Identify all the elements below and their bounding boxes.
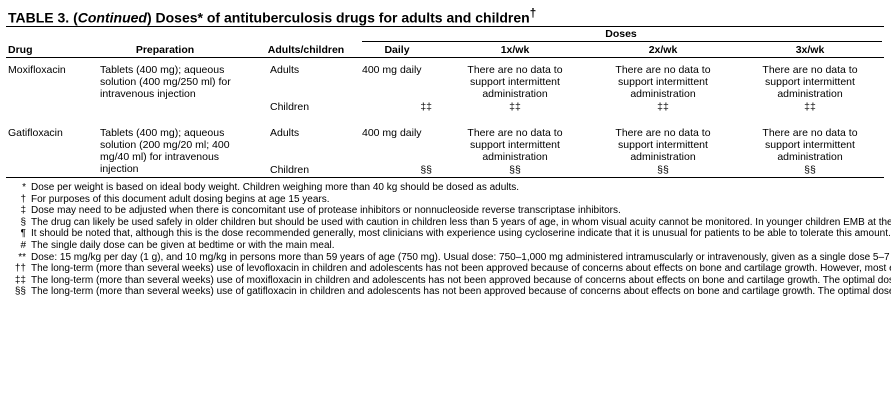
dose-cell: administration bbox=[630, 88, 696, 100]
footnote: ‡ Dose may need to be adjusted when there… bbox=[8, 205, 863, 217]
title-mark: † bbox=[529, 7, 537, 20]
dose-cell: ‡‡ bbox=[804, 101, 816, 113]
footnote-text: Dose: 15 mg/kg per day (1 g), and 10 mg/… bbox=[31, 251, 891, 263]
title-text: ) Doses* of antituberculosis drugs for a… bbox=[146, 9, 530, 26]
dose-cell: administration bbox=[482, 151, 548, 163]
footnote: ¶ It should be noted that, although this … bbox=[8, 228, 891, 240]
footnote: ‡‡ The long-term (more than several weeks… bbox=[8, 274, 891, 287]
footnote: §§ The long-term (more than several weeks… bbox=[8, 286, 891, 298]
dose-cell: §§ bbox=[804, 164, 816, 176]
column-header: Adults/children bbox=[267, 44, 345, 56]
dose-cell: There are no data to bbox=[615, 64, 711, 76]
preparation: injection bbox=[100, 163, 139, 175]
footnote: * Dose per weight is based on ideal body … bbox=[8, 182, 863, 194]
footnote-text: The drug can likely be used safely in ol… bbox=[31, 216, 891, 228]
title: TABLE 3. (Continued) Doses* of antituber… bbox=[8, 6, 536, 26]
preparation: mg/40 ml) for intravenous bbox=[100, 151, 220, 163]
footnote-symbol: * bbox=[22, 182, 26, 193]
rule bbox=[6, 57, 884, 58]
dose-cell: administration bbox=[482, 88, 548, 100]
preparation: intravenous injection bbox=[100, 88, 196, 100]
footnote-symbol: §§ bbox=[14, 286, 26, 298]
title-italic: Continued bbox=[77, 9, 147, 26]
dose-cell: §§ bbox=[657, 164, 669, 176]
rule bbox=[6, 177, 884, 178]
preparation: Tablets (400 mg); aqueous bbox=[100, 127, 225, 139]
footnote-symbol: # bbox=[20, 239, 26, 251]
preparation: solution (200 mg/20 ml; 400 bbox=[100, 139, 230, 151]
group-header: Doses bbox=[605, 28, 637, 40]
column-header: 1x/wk bbox=[500, 44, 530, 56]
footnote-text: The single daily dose can be given at be… bbox=[31, 239, 335, 251]
column-header: Drug bbox=[8, 44, 33, 56]
footnote-text: Dose per weight is based on ideal body w… bbox=[31, 182, 520, 193]
footnote-text: The long-term (more than several weeks) … bbox=[31, 274, 891, 286]
rule bbox=[362, 41, 882, 42]
footnote-symbol: †† bbox=[14, 263, 26, 275]
footnote: ** Dose: 15 mg/kg per day (1 g), and 10 m… bbox=[8, 251, 891, 264]
preparation: Tablets (400 mg); aqueous bbox=[100, 64, 225, 76]
dose-cell: There are no data to bbox=[762, 64, 858, 76]
column-header: 3x/wk bbox=[795, 44, 825, 56]
group-label: Adults bbox=[270, 127, 300, 139]
footnote-text: The long-term (more than several weeks) … bbox=[31, 286, 891, 298]
group-label: Adults bbox=[270, 64, 300, 76]
column-header: 2x/wk bbox=[648, 44, 678, 56]
dose-cell: administration bbox=[777, 151, 843, 163]
drug: Moxifloxacin bbox=[8, 64, 66, 76]
dose-cell: 400 mg daily bbox=[362, 64, 422, 76]
group-label: Children bbox=[270, 164, 310, 176]
dose-cell: support intermittent bbox=[618, 139, 708, 151]
dose-cell: support intermittent bbox=[765, 139, 855, 151]
footnote: † For purposes of this document adult dos… bbox=[8, 194, 863, 206]
dose-cell: ‡‡ bbox=[509, 101, 521, 113]
dose-cell: There are no data to bbox=[762, 127, 858, 139]
dose-cell: There are no data to bbox=[615, 127, 711, 139]
dose-cell: administration bbox=[630, 151, 696, 163]
footnote-symbol: ‡‡ bbox=[14, 274, 26, 286]
footnote-symbol: ** bbox=[18, 251, 26, 263]
footnote-symbol: § bbox=[20, 216, 26, 228]
dose-cell: §§ bbox=[509, 164, 521, 176]
column-header: Daily bbox=[384, 44, 410, 56]
drug: Gatifloxacin bbox=[8, 127, 63, 139]
dose-cell: support intermittent bbox=[765, 76, 855, 88]
dose-cell: support intermittent bbox=[470, 76, 560, 88]
footnotes: * Dose per weight is based on ideal body … bbox=[8, 182, 891, 298]
footnote: †† The long-term (more than several weeks… bbox=[8, 263, 891, 275]
footnote-text: The long-term (more than several weeks) … bbox=[31, 263, 891, 275]
footnote: # The single daily dose can be given at b… bbox=[8, 240, 863, 252]
dose-cell: administration bbox=[777, 88, 843, 100]
dose-cell: §§ bbox=[420, 164, 432, 176]
dose-cell: ‡‡ bbox=[420, 101, 432, 113]
footnote-text: It should be noted that, although this i… bbox=[31, 228, 891, 240]
preparation: solution (400 mg/250 ml) for bbox=[100, 76, 231, 88]
column-header: Preparation bbox=[135, 44, 195, 56]
footnote-symbol: † bbox=[20, 193, 26, 205]
footnote-text: Dose may need to be adjusted when there … bbox=[31, 205, 621, 217]
footnote: § The drug can likely be used safely in o… bbox=[8, 216, 891, 229]
dose-cell: ‡‡ bbox=[657, 101, 669, 113]
title-text: TABLE 3. ( bbox=[8, 9, 78, 26]
dose-cell: support intermittent bbox=[618, 76, 708, 88]
footnote-symbol: ‡ bbox=[20, 205, 26, 217]
dose-cell: There are no data to bbox=[467, 64, 563, 76]
rule bbox=[6, 26, 884, 27]
group-label: Children bbox=[270, 101, 310, 113]
dose-cell: support intermittent bbox=[470, 139, 560, 151]
dose-cell: 400 mg daily bbox=[362, 127, 422, 139]
dose-cell: There are no data to bbox=[467, 127, 563, 139]
footnote-symbol: ¶ bbox=[20, 228, 26, 240]
footnote-text: For purposes of this document adult dosi… bbox=[31, 193, 330, 205]
